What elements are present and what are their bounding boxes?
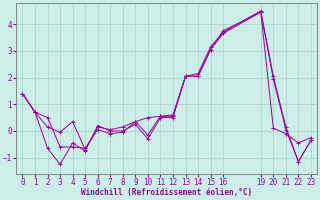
- X-axis label: Windchill (Refroidissement éolien,°C): Windchill (Refroidissement éolien,°C): [81, 188, 252, 197]
